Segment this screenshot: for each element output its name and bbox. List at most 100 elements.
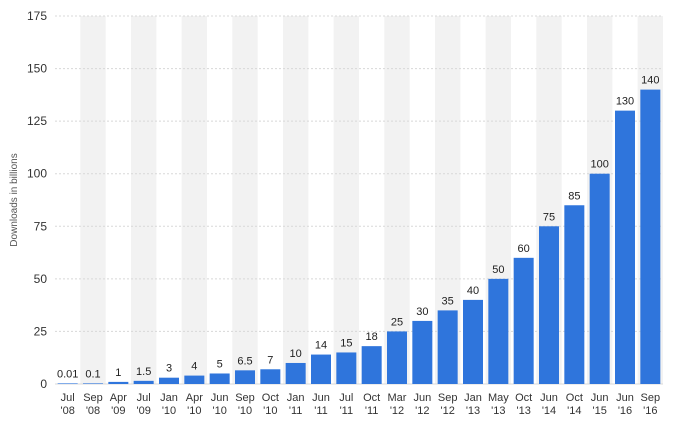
x-tick-label-month: Oct — [566, 392, 583, 404]
data-label: 50 — [492, 264, 504, 276]
data-label: 60 — [518, 243, 530, 255]
x-tick-label-year: '11 — [365, 405, 379, 417]
data-label: 5 — [217, 358, 223, 370]
data-label: 25 — [391, 316, 403, 328]
x-tick-label-month: Jan — [464, 392, 482, 404]
bar[interactable] — [83, 383, 103, 384]
x-tick-label-month: Jul — [339, 392, 353, 404]
x-tick-label-month: Mar — [388, 392, 407, 404]
bar[interactable] — [336, 352, 357, 384]
bar[interactable] — [285, 362, 306, 384]
y-tick-label: 0 — [40, 377, 47, 391]
x-tick-label-month: Jul — [137, 392, 151, 404]
x-tick-label-month: Jun — [616, 392, 634, 404]
x-tick-label-year: '15 — [592, 405, 606, 417]
x-tick-label-month: Oct — [363, 392, 380, 404]
bar[interactable] — [235, 370, 255, 384]
x-tick-label-month: Jun — [413, 392, 431, 404]
y-tick-label: 125 — [27, 114, 47, 128]
x-tick-label-year: '13 — [516, 405, 530, 417]
bar[interactable] — [615, 110, 635, 384]
background-band — [80, 16, 106, 384]
data-label: 0.1 — [85, 368, 100, 380]
bar[interactable] — [539, 226, 559, 384]
x-tick-label-year: '08 — [60, 405, 74, 417]
background-band — [283, 16, 309, 384]
x-tick-label-year: '09 — [136, 405, 150, 417]
bar[interactable] — [437, 310, 458, 384]
bar[interactable] — [387, 331, 407, 384]
x-tick-label-month: Oct — [515, 392, 532, 404]
bar[interactable] — [361, 346, 382, 384]
bar[interactable] — [57, 383, 78, 384]
x-axis-ticks: Jul'08Sep'08Apr'09Jul'09Jan'10Apr'10Jun'… — [60, 392, 660, 417]
x-tick-label-year: '12 — [415, 405, 429, 417]
x-tick-label-month: Jun — [591, 392, 609, 404]
x-tick-label-month: Sep — [83, 392, 103, 404]
bar[interactable] — [463, 299, 483, 384]
background-band — [181, 16, 207, 384]
x-tick-label-year: '13 — [466, 405, 480, 417]
data-label: 10 — [290, 348, 302, 360]
x-tick-label-month: Sep — [235, 392, 255, 404]
x-tick-label-year: '12 — [440, 405, 454, 417]
x-tick-label-month: Apr — [110, 392, 127, 404]
data-label: 14 — [315, 340, 327, 352]
data-label: 30 — [416, 306, 428, 318]
y-tick-label: 150 — [27, 62, 47, 76]
x-tick-label-year: '16 — [643, 405, 657, 417]
x-tick-label-month: Sep — [641, 392, 661, 404]
x-tick-label-month: Jul — [61, 392, 75, 404]
x-tick-label-year: '10 — [238, 405, 252, 417]
y-axis-ticks: 0 25 50 75 100 125 150 175 — [27, 9, 47, 391]
x-tick-label-year: '08 — [86, 405, 100, 417]
bar[interactable] — [589, 173, 610, 384]
y-tick-label: 75 — [34, 219, 48, 233]
background-band — [333, 16, 359, 384]
y-axis-title: Downloads in billions — [9, 153, 20, 246]
x-tick-label-year: '10 — [187, 405, 201, 417]
x-tick-label-month: Jan — [287, 392, 305, 404]
bar[interactable] — [640, 89, 661, 384]
bars — [57, 89, 661, 384]
x-tick-label-month: May — [488, 392, 509, 404]
data-label: 140 — [641, 75, 659, 87]
data-labels: 0.01 0.1 1 1.5 3 4 5 6.5 7 10 14 15 18 25 30 35 40 50 60 75… — [57, 75, 660, 381]
bar[interactable] — [209, 373, 230, 384]
data-label: 0.01 — [57, 368, 78, 380]
x-tick-label-year: '14 — [567, 405, 581, 417]
x-tick-label-month: Jun — [540, 392, 558, 404]
data-label: 3 — [166, 363, 172, 375]
bar[interactable] — [564, 205, 585, 384]
bar[interactable] — [108, 381, 129, 384]
x-tick-label-year: '09 — [111, 405, 125, 417]
bar[interactable] — [260, 369, 281, 384]
data-label: 85 — [568, 190, 580, 202]
x-tick-label-month: Sep — [438, 392, 458, 404]
bar[interactable] — [311, 354, 331, 384]
data-label: 75 — [543, 211, 555, 223]
gridlines — [55, 15, 663, 385]
x-tick-label-month: Apr — [186, 392, 203, 404]
x-tick-label-year: '10 — [212, 405, 226, 417]
bar[interactable] — [488, 278, 509, 384]
x-tick-label-year: '16 — [618, 405, 632, 417]
bar[interactable] — [184, 375, 205, 384]
data-label: 1.5 — [136, 366, 151, 378]
x-tick-label-year: '11 — [289, 405, 303, 417]
data-label: 1 — [115, 367, 121, 379]
x-tick-label-month: Jan — [160, 392, 178, 404]
data-label: 100 — [590, 159, 608, 171]
data-label: 4 — [191, 361, 197, 373]
bar[interactable] — [133, 380, 154, 384]
bar[interactable] — [412, 320, 433, 384]
x-tick-label-year: '10 — [263, 405, 277, 417]
background-band — [384, 16, 410, 384]
bar[interactable] — [159, 377, 179, 384]
x-tick-label-month: Oct — [262, 392, 279, 404]
data-label: 7 — [267, 354, 273, 366]
bar[interactable] — [513, 257, 534, 384]
y-tick-label: 50 — [34, 272, 48, 286]
